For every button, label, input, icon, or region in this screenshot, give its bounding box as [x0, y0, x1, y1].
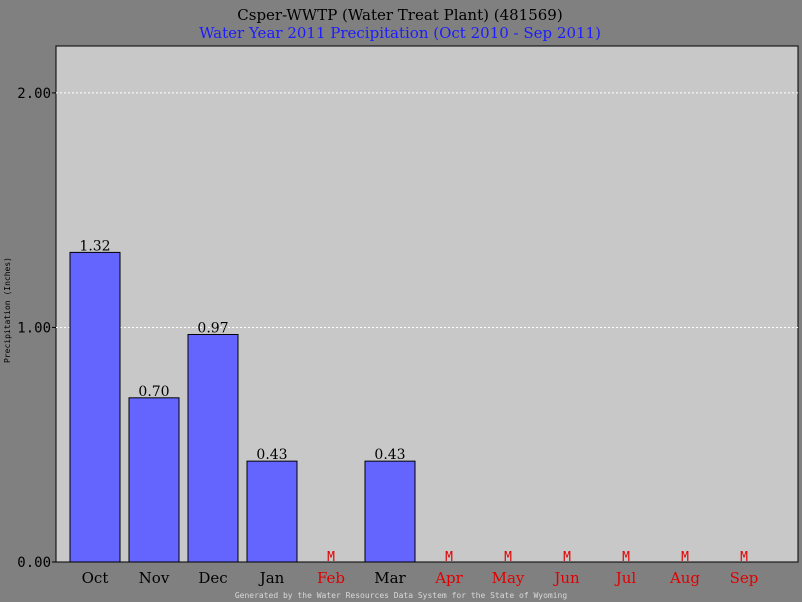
y-tick-label: 1.00: [17, 320, 51, 336]
missing-marker: M: [681, 550, 689, 565]
missing-marker: M: [327, 550, 335, 565]
plot-area: [55, 45, 799, 563]
y-tick-label: 0.00: [17, 555, 51, 571]
chart-subtitle: Water Year 2011 Precipitation (Oct 2010 …: [199, 24, 601, 42]
bar-oct: [69, 251, 121, 563]
y-axis-ticks: 0.00 1.00 2.00: [17, 86, 51, 571]
y-tick-label: 2.00: [17, 86, 51, 102]
x-tick-label: Sep: [730, 569, 759, 587]
data-label: 0.43: [374, 447, 405, 463]
gridlines: [52, 92, 798, 563]
x-tick-label: Dec: [198, 569, 227, 587]
missing-marker: M: [445, 550, 453, 565]
missing-marker: M: [622, 550, 630, 565]
bar-jan: [246, 460, 298, 563]
missing-marker: M: [504, 550, 512, 565]
bars: [69, 251, 416, 563]
bar-dec: [187, 333, 239, 563]
x-tick-label: Nov: [139, 569, 170, 587]
x-tick-label: May: [492, 569, 525, 587]
missing-marker: M: [740, 550, 748, 565]
chart-title: Csper-WWTP (Water Treat Plant) (481569): [237, 6, 562, 24]
x-tick-label: Aug: [669, 569, 700, 587]
data-labels: 1.32 0.70 0.97 0.43 M 0.43 M M M M M M: [79, 238, 748, 565]
x-axis-ticks: Oct Nov Dec Jan Feb Mar Apr May Jun Jul Aug Sep: [82, 569, 759, 587]
x-tick-label: Mar: [374, 569, 406, 587]
data-label: 1.32: [79, 238, 110, 254]
x-tick-label: Jun: [552, 569, 580, 587]
data-label: 0.43: [256, 447, 287, 463]
x-tick-label: Apr: [434, 569, 463, 587]
x-tick-label: Oct: [82, 569, 109, 587]
footer-credit: Generated by the Water Resources Data Sy…: [235, 591, 568, 600]
bar-nov: [128, 397, 180, 563]
missing-marker: M: [563, 550, 571, 565]
x-tick-label: Jan: [258, 569, 285, 587]
x-tick-label: Feb: [317, 569, 345, 587]
data-label: 0.70: [138, 384, 169, 400]
x-tick-label: Jul: [614, 569, 637, 587]
data-label: 0.97: [197, 320, 228, 336]
y-axis-label: Precipitation (Inches): [3, 257, 12, 363]
bar-mar: [364, 460, 416, 563]
